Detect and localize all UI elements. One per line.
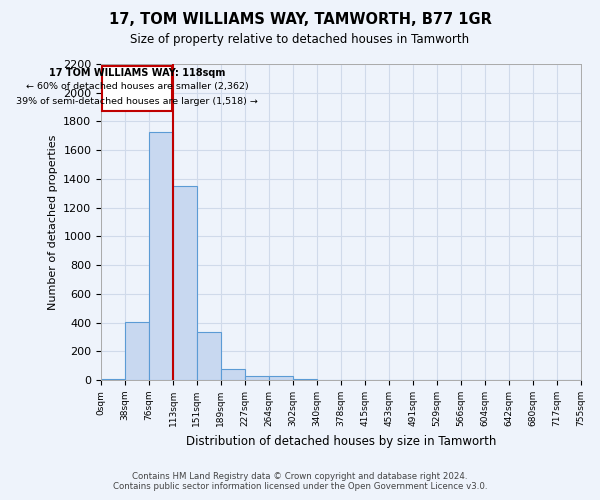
Bar [125,322,149,380]
Text: Size of property relative to detached houses in Tamworth: Size of property relative to detached ho… [130,32,470,46]
Bar [221,370,245,380]
Bar [149,132,173,380]
Text: ← 60% of detached houses are smaller (2,362): ← 60% of detached houses are smaller (2,… [26,82,248,92]
Y-axis label: Number of detached properties: Number of detached properties [47,134,58,310]
Bar [173,186,197,380]
Bar [101,378,125,380]
Text: 39% of semi-detached houses are larger (1,518) →: 39% of semi-detached houses are larger (… [16,96,258,106]
Text: Contains HM Land Registry data © Crown copyright and database right 2024.
Contai: Contains HM Land Registry data © Crown c… [113,472,487,491]
Bar [245,376,269,380]
Bar [197,332,221,380]
X-axis label: Distribution of detached houses by size in Tamworth: Distribution of detached houses by size … [185,434,496,448]
Bar [293,378,317,380]
Bar [269,376,293,380]
Text: 17, TOM WILLIAMS WAY, TAMWORTH, B77 1GR: 17, TOM WILLIAMS WAY, TAMWORTH, B77 1GR [109,12,491,28]
Text: 17 TOM WILLIAMS WAY: 118sqm: 17 TOM WILLIAMS WAY: 118sqm [49,68,225,78]
FancyBboxPatch shape [102,66,172,112]
